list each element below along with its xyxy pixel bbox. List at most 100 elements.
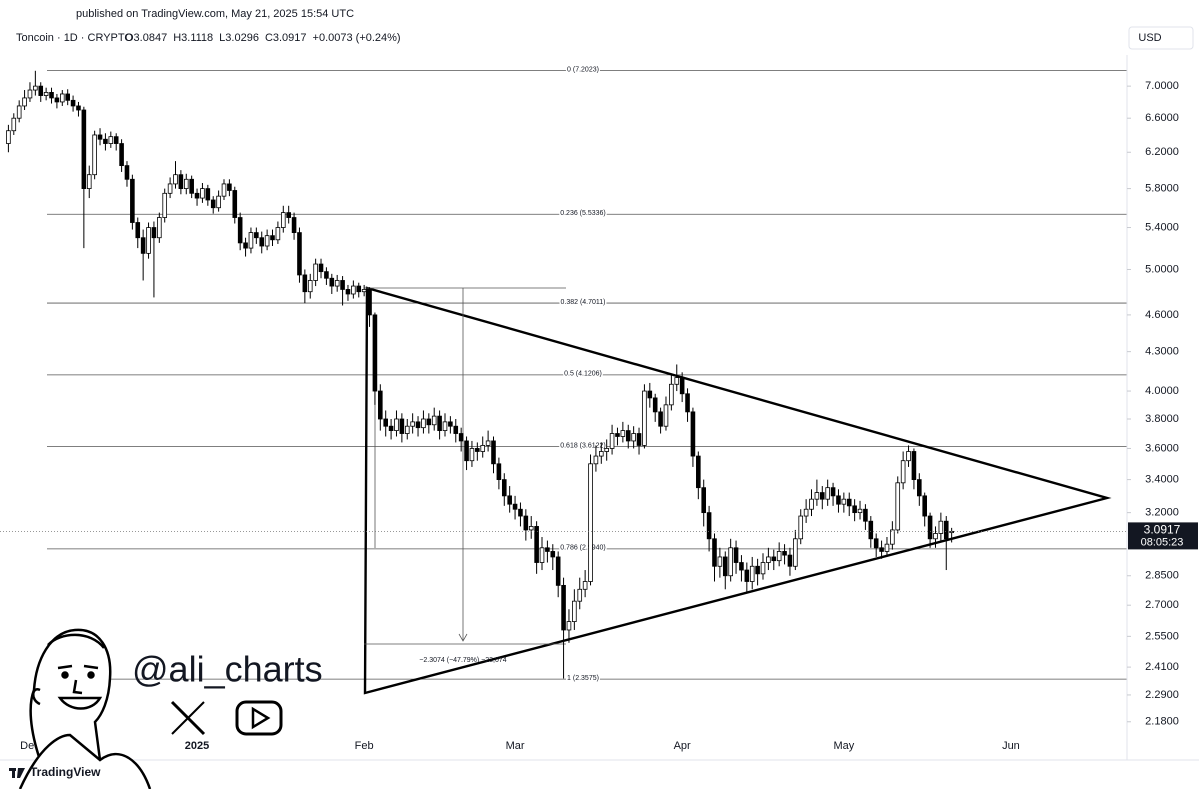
candle-body — [173, 174, 178, 185]
candle-body — [464, 440, 469, 462]
candle-body — [27, 89, 33, 99]
y-tick-label: 6.2000 — [1145, 146, 1179, 158]
candle-body — [210, 199, 216, 209]
candle-body — [76, 105, 81, 111]
candle-body — [313, 263, 318, 281]
candle-body — [426, 418, 432, 426]
candle-body — [636, 433, 642, 446]
candle-body — [431, 415, 437, 426]
shoulders — [18, 733, 152, 789]
brows — [57, 664, 99, 670]
candle-body — [652, 397, 658, 413]
triangle-pattern — [363, 286, 1112, 695]
candle-body — [97, 134, 103, 140]
y-tick-label: 3.4000 — [1145, 474, 1179, 486]
ohlc-item: C3.0917 — [265, 32, 307, 44]
published-note: published on TradingView.com, May 21, 20… — [76, 8, 354, 20]
candle-body — [178, 174, 184, 189]
y-tick-label: 2.8500 — [1145, 570, 1179, 582]
candle-body — [852, 505, 857, 514]
measure-tool — [364, 287, 566, 645]
candle-body — [22, 97, 27, 107]
footer: TradingView — [30, 765, 101, 779]
candle-body — [577, 588, 583, 602]
candle-body — [491, 440, 496, 465]
candle-body — [11, 117, 17, 132]
candle-body — [642, 390, 647, 446]
candle-body — [766, 556, 771, 563]
candle-body — [399, 418, 405, 434]
candle-body — [243, 242, 248, 249]
x-tick-label: Jun — [1002, 740, 1020, 752]
candle-body — [280, 212, 286, 228]
candle-body — [760, 562, 766, 575]
candle-body — [70, 99, 76, 107]
candle-body — [819, 492, 825, 500]
candle-body — [906, 451, 911, 462]
candle-body — [372, 314, 378, 392]
candle-body — [254, 232, 259, 239]
candle-body — [286, 212, 291, 218]
candle-body — [749, 565, 755, 582]
x-tick-label: May — [833, 740, 854, 752]
candle-body — [49, 91, 54, 99]
candle-body — [16, 105, 22, 119]
candle-body — [895, 482, 901, 531]
candle-body — [367, 289, 372, 316]
candle-body — [448, 421, 453, 427]
candle-body — [205, 188, 211, 201]
logo-part — [12, 768, 15, 778]
candle-body — [787, 554, 793, 567]
candle-body — [798, 515, 804, 540]
measure-arrowhead — [458, 633, 468, 642]
candle-body — [884, 543, 890, 552]
candle-body — [38, 85, 44, 96]
candle-body — [782, 551, 787, 556]
y-tick-label: 2.5500 — [1145, 630, 1179, 642]
measure-label: −2.3074 (−47.79%) −23,074 — [419, 657, 506, 664]
ohlc-item: O3.0847 — [125, 32, 167, 44]
candle-body — [329, 277, 335, 287]
candle-body — [728, 547, 733, 577]
candle-body — [722, 556, 728, 577]
candle-body — [771, 556, 777, 562]
candle-body — [561, 584, 566, 631]
candle-body — [863, 508, 868, 522]
candle-body — [900, 460, 906, 484]
currency: USD — [1138, 32, 1161, 44]
candle-body — [291, 217, 297, 234]
countdown: 08:05:23 — [1141, 536, 1184, 548]
candle-body — [135, 222, 141, 239]
candle-body — [270, 235, 275, 241]
candle-body — [496, 463, 502, 481]
x-tick-label: 2025 — [185, 740, 209, 752]
candle-body — [857, 508, 863, 514]
candle-body — [221, 183, 227, 197]
candle-body — [550, 551, 556, 558]
candle-body — [146, 227, 151, 254]
candle-body — [572, 600, 577, 622]
logo-part — [17, 768, 25, 778]
candle-body — [334, 280, 340, 287]
candle-body — [933, 533, 938, 540]
y-tick-label: 4.0000 — [1145, 385, 1179, 397]
candle-body — [911, 451, 917, 481]
candle-body — [324, 271, 329, 279]
candle-body — [620, 430, 626, 437]
candle-body — [43, 91, 49, 96]
candle-body — [744, 569, 750, 582]
candle-body — [388, 425, 394, 431]
eye — [61, 671, 69, 679]
candle-body — [593, 455, 599, 465]
currency-box — [1128, 26, 1194, 50]
y-tick-label: 2.2900 — [1145, 689, 1179, 701]
y-tick-label: 4.3000 — [1145, 346, 1179, 358]
fib-label: 0.618 (3.6122) — [560, 442, 606, 449]
candle-body — [755, 565, 760, 575]
candles — [6, 70, 954, 679]
y-tick-label: 3.2000 — [1145, 507, 1179, 519]
candle-body — [232, 190, 238, 218]
